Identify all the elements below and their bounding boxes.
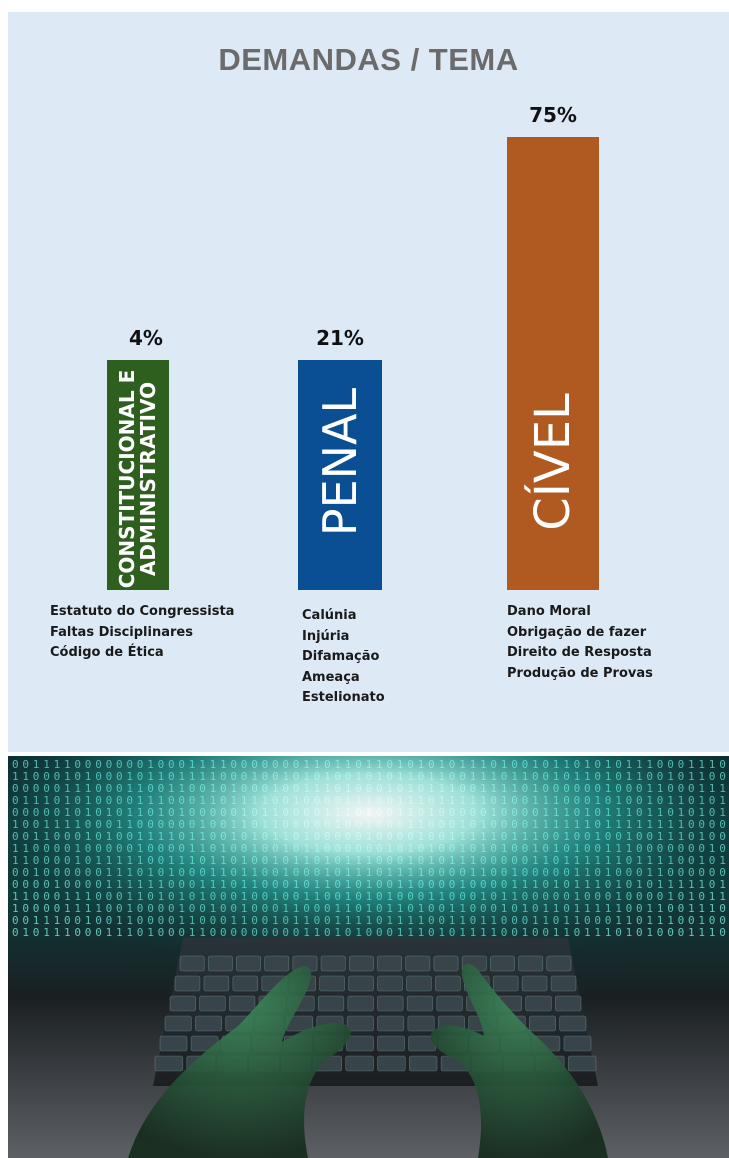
laptop-binary-code-photo: 0100010110011000101000110010011001001001… (8, 756, 729, 1158)
topic-item: Obrigação de fazer (507, 624, 647, 640)
topic-item: Produção de Provas (507, 665, 653, 681)
bar-category-label-line: CONSTITUCIONAL E (115, 369, 139, 589)
topic-item: Calúnia (302, 608, 357, 623)
topic-item: Estelionato (302, 690, 385, 705)
topic-item: Faltas Disciplinares (50, 624, 193, 640)
bar-2 (298, 360, 382, 590)
topic-item: Estatuto do Congressista (50, 604, 235, 619)
topic-list-1: Estatuto do Congressista Faltas Disciplin… (50, 602, 234, 664)
topic-item: Dano Moral (507, 604, 591, 619)
chart-title: DEMANDAS / TEMA (218, 42, 519, 77)
bar-category-label-line: PENAL (312, 387, 367, 537)
chart-panel: DEMANDAS / TEMA 4% CONSTITUCIONAL E ADMINI… (8, 12, 729, 752)
bar-category-label-2: PENAL (312, 387, 367, 537)
topic-item: Difamação (302, 649, 380, 664)
topic-item: Ameaça (302, 669, 360, 685)
topic-item: Injúria (302, 628, 350, 644)
bar-value-label-1: 4% (129, 326, 163, 350)
topic-list-3: Dano Moral Obrigação de fazer Direito de R… (507, 602, 653, 684)
bar-3 (507, 137, 599, 590)
laptop-image-icon: 0100010110011000101000110010011001001001… (8, 756, 729, 1158)
bar-1 (107, 360, 169, 590)
topic-list-2: Calúnia Injúria Difamação Ameaça Estelionato (302, 606, 385, 709)
bar-value-label-3: 75% (529, 103, 577, 127)
topic-item: Código de Ética (50, 645, 164, 660)
bar-category-label-line: ADMINISTRATIVO (136, 381, 160, 577)
bar-category-label-3: CÍVEL (524, 393, 581, 531)
bar-category-label-line: CÍVEL (524, 393, 581, 531)
bar-value-label-2: 21% (316, 326, 364, 350)
bar-category-label-1: CONSTITUCIONAL E ADMINISTRATIVO (115, 369, 160, 589)
topic-item: Direito de Resposta (507, 645, 652, 660)
